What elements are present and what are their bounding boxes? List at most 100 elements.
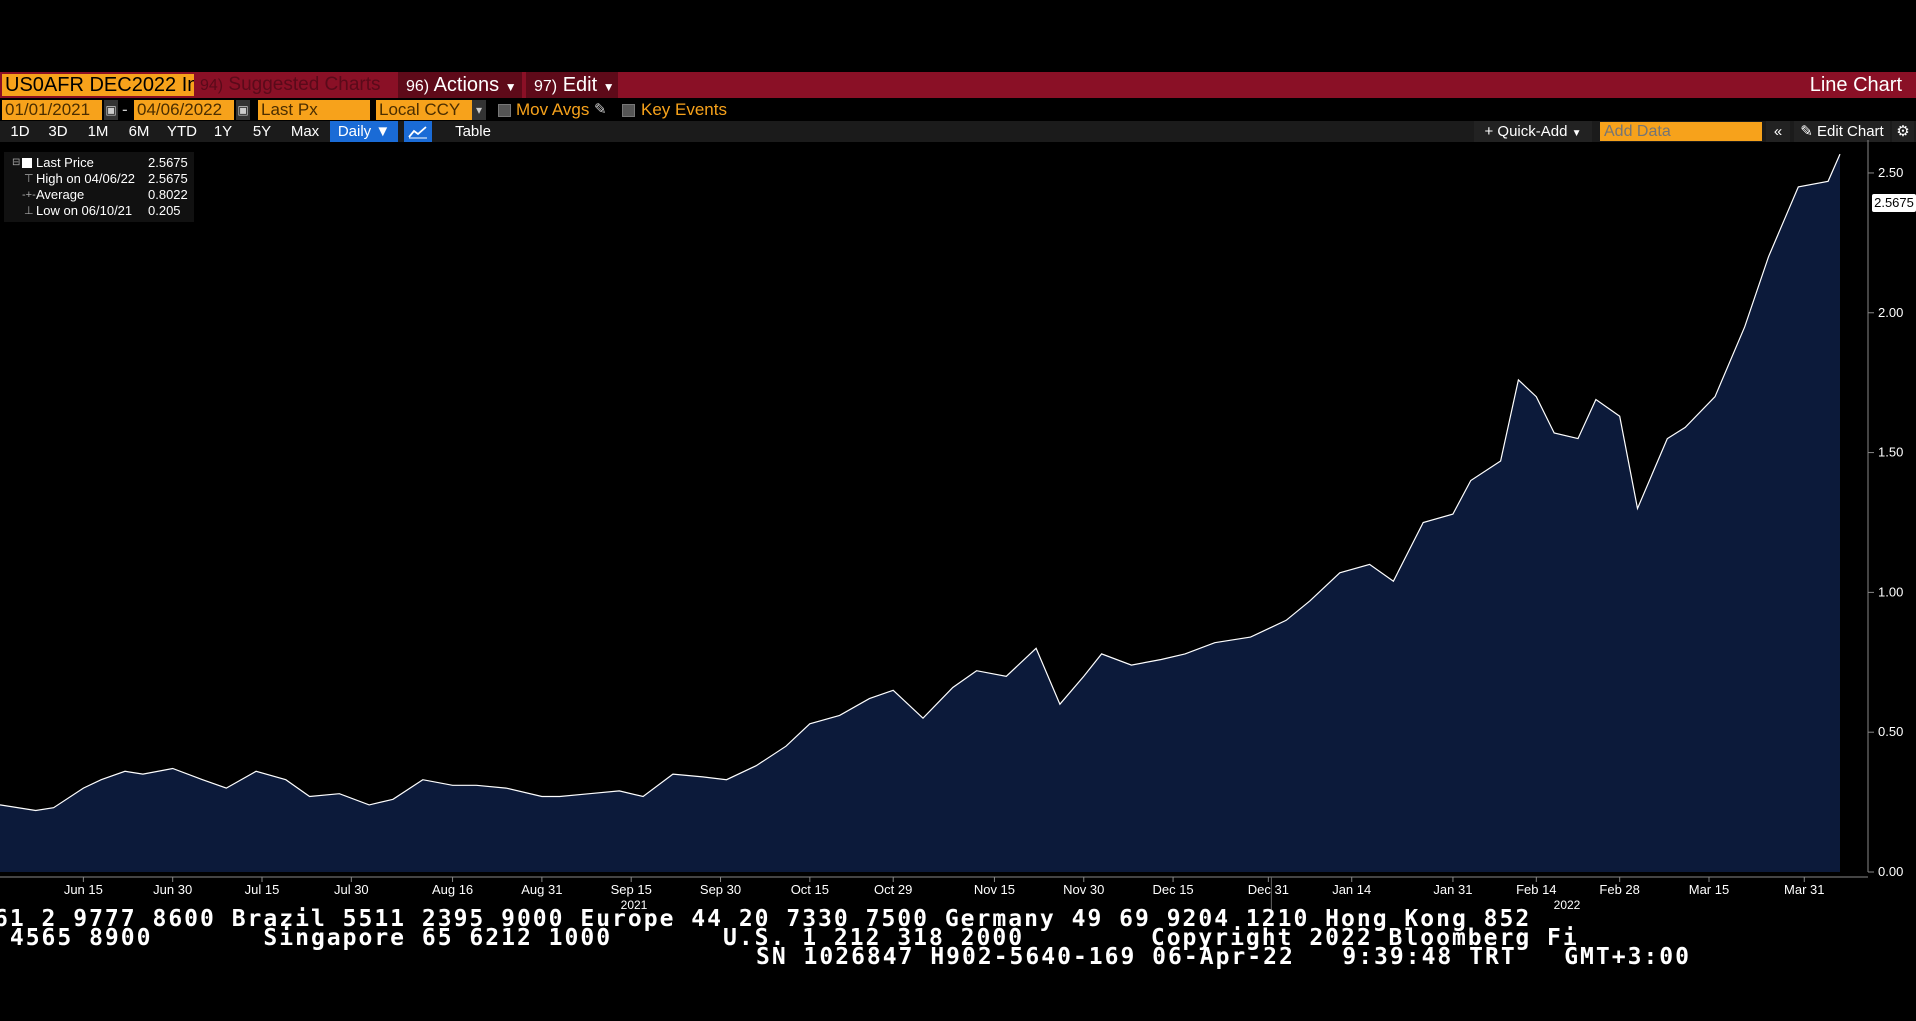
range-button-5y[interactable]: 5Y	[252, 123, 272, 140]
legend-row-last: ⊟ Last Price 2.5675	[4, 155, 194, 171]
suggested-charts-menu[interactable]: 94) Suggested Charts	[200, 74, 394, 96]
x-tick-label: Sep 15	[611, 882, 652, 897]
x-tick-label: Feb 28	[1599, 882, 1639, 897]
line-chart-icon[interactable]	[404, 121, 432, 142]
mov-avgs-checkbox[interactable]	[498, 104, 511, 117]
collapse-left-icon[interactable]: «	[1766, 121, 1790, 142]
price-area	[0, 154, 1840, 873]
chevron-down-icon[interactable]: ▾	[472, 100, 486, 120]
edit-menu[interactable]: 97) Edit ▼	[526, 72, 618, 98]
period-select[interactable]: Daily ▼	[330, 121, 398, 142]
currency-select[interactable]: Local CCY	[376, 100, 472, 120]
footer-line-2: 4565 8900 Singapore 65 6212 1000 U.S. 1 …	[0, 925, 1579, 951]
pencil-icon: ✎	[1800, 123, 1813, 140]
plus-icon: +	[1484, 123, 1494, 140]
legend-high-value: 2.5675	[148, 171, 188, 186]
add-data-input[interactable]	[1600, 122, 1762, 141]
period-label: Daily	[337, 123, 372, 140]
chart-legend: ⊟ Last Price 2.5675 ⊤ High on 04/06/22 2…	[4, 152, 194, 222]
y-tick-label: 1.50	[1878, 445, 1903, 460]
range-button-1d[interactable]: 1D	[10, 123, 30, 140]
actions-number: 96)	[406, 78, 430, 95]
x-tick-label: Aug 16	[432, 882, 473, 897]
x-tick-label: Mar 15	[1689, 882, 1729, 897]
x-tick-label: Aug 31	[521, 882, 562, 897]
footer-line-1: 61 2 9777 8600 Brazil 5511 2395 9000 Eur…	[0, 906, 1532, 932]
title-bar	[0, 72, 1916, 98]
gear-icon[interactable]: ⚙	[1892, 121, 1914, 142]
edit-number: 97)	[534, 78, 558, 95]
actions-label: Actions	[433, 74, 500, 96]
quick-add-button[interactable]: + Quick-Add ▼	[1474, 121, 1592, 142]
key-events-checkbox[interactable]	[622, 104, 635, 117]
edit-chart-label: Edit Chart	[1817, 123, 1884, 140]
edit-dropdown-icon: ▼	[602, 80, 615, 94]
range-button-max[interactable]: Max	[290, 123, 320, 140]
range-button-1m[interactable]: 1M	[87, 123, 109, 140]
mov-avgs-label: Mov Avgs	[516, 100, 590, 119]
y-tick-label: 0.00	[1878, 864, 1903, 879]
legend-average-value: 0.8022	[148, 187, 188, 202]
chart-type-label: Line Chart	[1809, 74, 1902, 96]
price-chart[interactable]: 0.00 0.50 1.00 1.50 2.00 2.50 Jun 15 Jun 30 Jul …	[0, 0, 1916, 920]
x-tick-label: Jul 30	[334, 882, 369, 897]
y-tick-label: 2.00	[1878, 305, 1903, 320]
year-label: 2021	[621, 898, 648, 912]
key-events-label: Key Events	[641, 100, 727, 119]
pencil-icon[interactable]: ✎	[594, 101, 607, 118]
legend-row-average: -+- Average 0.8022	[4, 187, 194, 203]
x-tick-label: Feb 14	[1516, 882, 1556, 897]
y-tick-label: 1.00	[1878, 584, 1903, 599]
last-price-flag: 2.5675	[1872, 194, 1916, 212]
legend-row-high: ⊤ High on 04/06/22 2.5675	[4, 171, 194, 187]
date-separator: -	[122, 100, 128, 119]
range-button-3d[interactable]: 3D	[48, 123, 68, 140]
x-tick-label: Oct 15	[791, 882, 829, 897]
actions-dropdown-icon: ▼	[504, 80, 517, 94]
suggested-charts-label: Suggested Charts	[228, 74, 381, 95]
range-button-ytd[interactable]: YTD	[167, 123, 197, 140]
price-field-select[interactable]: Last Px	[258, 100, 370, 120]
x-tick-label: Mar 31	[1784, 882, 1824, 897]
x-tick-label: Jan 31	[1433, 882, 1472, 897]
average-marker-icon: -+-	[22, 189, 36, 201]
white-square-icon	[22, 158, 32, 168]
price-line	[0, 153, 1841, 812]
x-tick-label: Jan 14	[1332, 882, 1371, 897]
collapse-icon[interactable]: ⊟	[12, 157, 21, 168]
x-tick-label: Jun 30	[153, 882, 192, 897]
legend-low-value: 0.205	[148, 203, 181, 218]
x-tick-label: Jul 15	[245, 882, 280, 897]
end-date-input[interactable]: 04/06/2022	[134, 100, 234, 120]
x-tick-label: Dec 31	[1248, 882, 1289, 897]
year-label: 2022	[1554, 898, 1581, 912]
table-button[interactable]: Table	[455, 123, 491, 140]
security-input[interactable]: US0AFR DEC2022 In	[2, 74, 194, 96]
calendar-icon[interactable]: ▣	[236, 100, 250, 120]
chevron-down-icon: ▼	[375, 123, 391, 140]
legend-row-low: ⊥ Low on 06/10/21 0.205	[4, 203, 194, 219]
low-marker-icon: ⊥	[24, 205, 34, 217]
actions-menu[interactable]: 96) Actions ▼	[398, 72, 522, 98]
legend-high-label: High on 04/06/22	[36, 171, 136, 186]
legend-last-value: 2.5675	[148, 155, 188, 170]
x-tick-label: Dec 15	[1152, 882, 1193, 897]
range-button-6m[interactable]: 6M	[128, 123, 150, 140]
chevron-down-icon: ▼	[1571, 128, 1582, 139]
calendar-icon[interactable]: ▣	[104, 100, 118, 120]
edit-label: Edit	[562, 74, 598, 96]
range-button-1y[interactable]: 1Y	[213, 123, 233, 140]
x-tick-label: Jun 15	[64, 882, 103, 897]
footer-line-3: SN 1026847 H902-5640-169 06-Apr-22 9:39:…	[756, 944, 1691, 970]
x-tick-label: Nov 15	[974, 882, 1015, 897]
edit-chart-button[interactable]: ✎ Edit Chart	[1794, 121, 1890, 142]
suggested-charts-number: 94)	[200, 77, 224, 94]
y-tick-label: 2.50	[1878, 165, 1903, 180]
start-date-input[interactable]: 01/01/2021	[2, 100, 102, 120]
legend-average-label: Average	[36, 187, 85, 202]
range-toolbar	[0, 121, 1916, 142]
y-tick-label: 0.50	[1878, 724, 1903, 739]
x-tick-label: Oct 29	[874, 882, 912, 897]
x-tick-label: Nov 30	[1063, 882, 1104, 897]
legend-low-label: Low on 06/10/21	[36, 203, 133, 218]
